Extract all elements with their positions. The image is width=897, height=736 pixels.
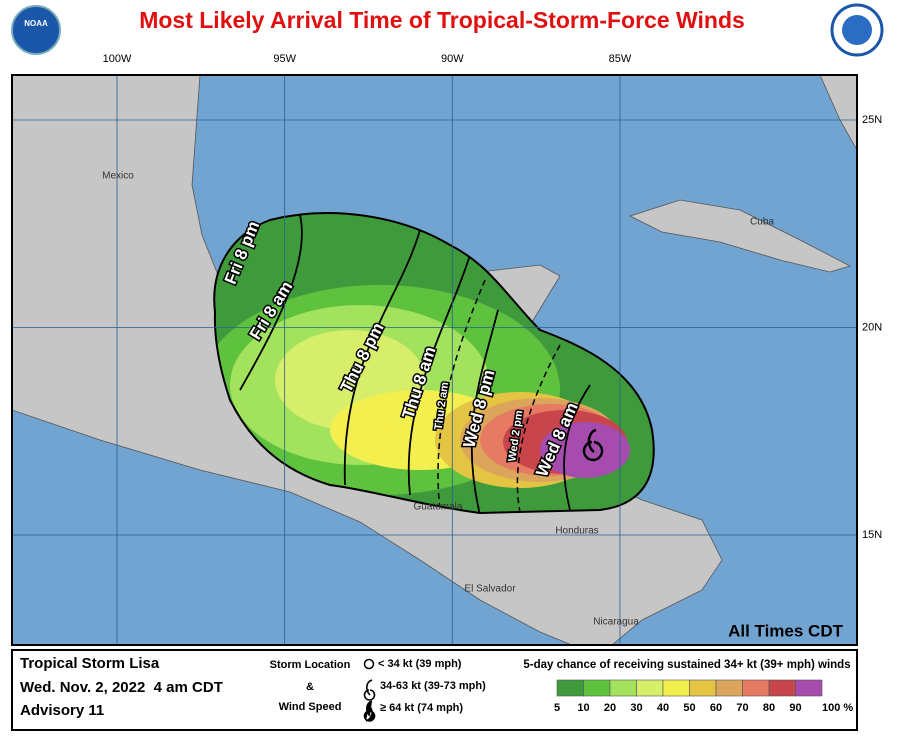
scale-swatch [609, 679, 637, 697]
scale-tick-label: 30 [630, 702, 642, 714]
lat-label: 20N [862, 321, 882, 333]
lon-label: 90W [441, 53, 464, 65]
scale-tick-label: 100 % [822, 702, 853, 714]
scale-swatch [636, 679, 664, 697]
lat-label: 15N [862, 529, 882, 541]
title: Most Likely Arrival Time of Tropical-Sto… [139, 7, 745, 33]
symbol-legend-item: < 34 kt (39 mph) [378, 658, 462, 670]
symbol-legend-title: Wind Speed [279, 701, 342, 713]
legend-icon-weak [363, 658, 375, 670]
symbol-legend-item: 34-63 kt (39-73 mph) [380, 680, 486, 692]
scale-swatch [742, 679, 770, 697]
lon-label: 95W [273, 53, 296, 65]
issued: Wed. Nov. 2, 2022 4 am CDT [20, 679, 223, 696]
scale-swatch [662, 679, 690, 697]
symbol-legend-title: Storm Location [270, 659, 351, 671]
legend-icon-hurricane [363, 700, 376, 722]
scale-swatch [768, 679, 796, 697]
map [12, 75, 857, 645]
lon-label: 100W [103, 53, 132, 65]
times-note: All Times CDT [728, 621, 844, 640]
place-name: Honduras [555, 526, 598, 537]
scale-swatch [556, 679, 584, 697]
place-name: Guatemala [414, 502, 463, 513]
advisory: Advisory 11 [20, 702, 104, 719]
scale-tick-label: 20 [604, 702, 616, 714]
storm-symbol [582, 428, 604, 462]
scale-tick-label: 50 [683, 702, 695, 714]
place-name: Nicaragua [593, 617, 639, 628]
lat-label: 25N [862, 114, 882, 126]
place-name: Mexico [102, 171, 134, 182]
scale-swatch [583, 679, 611, 697]
place-name: Cuba [750, 217, 774, 228]
scale-tick-label: 5 [554, 702, 560, 714]
lon-label: 85W [609, 53, 632, 65]
storm-name: Tropical Storm Lisa [20, 655, 160, 672]
scale-swatch [715, 679, 743, 697]
scale-tick-label: 90 [789, 702, 801, 714]
scale-swatch [795, 679, 823, 697]
legend-icon-storm [363, 679, 376, 701]
scale-tick-label: 60 [710, 702, 722, 714]
nws-logo-inner [842, 15, 872, 45]
map-frame [11, 74, 858, 646]
scale-tick-label: 40 [657, 702, 669, 714]
place-name: El Salvador [464, 584, 516, 595]
scale-title: 5-day chance of receiving sustained 34+ … [523, 659, 850, 671]
symbol-legend-item: ≥ 64 kt (74 mph) [380, 702, 463, 714]
symbol-legend-title: & [306, 681, 314, 693]
scale-swatch [689, 679, 717, 697]
scale-tick-label: 10 [577, 702, 589, 714]
noaa-logo [11, 5, 61, 55]
scale-tick-label: 80 [763, 702, 775, 714]
noaa-logo-text: NOAA [24, 19, 48, 28]
scale-tick-label: 70 [736, 702, 748, 714]
